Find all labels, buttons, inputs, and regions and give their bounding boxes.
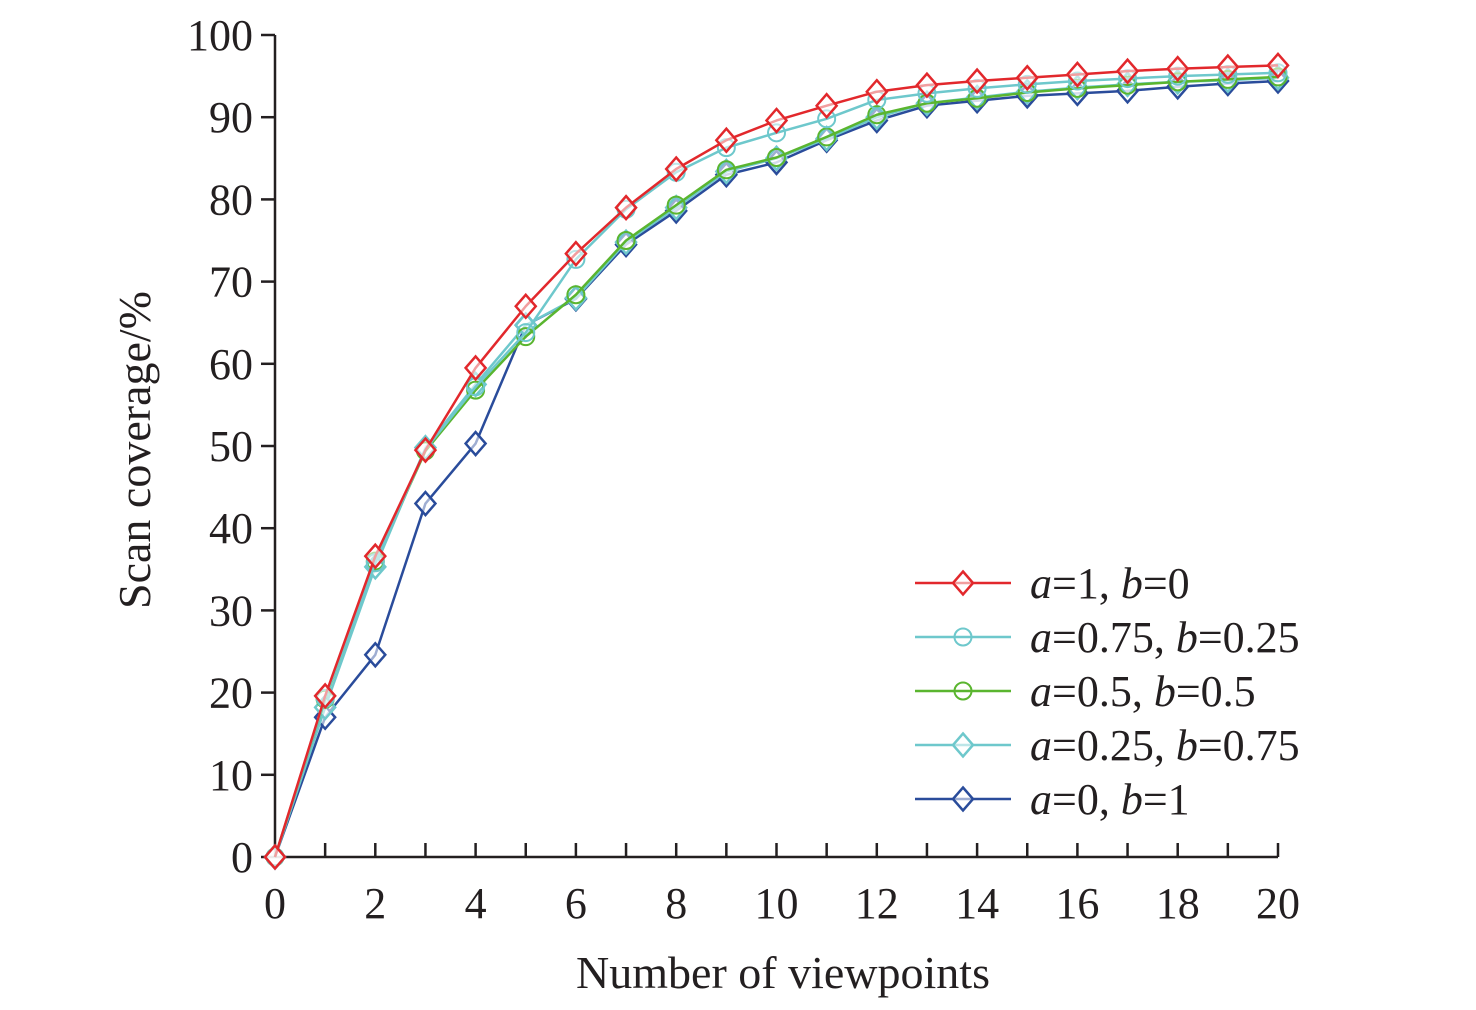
y-axis-title: Scan coverage/% <box>109 291 160 609</box>
y-tick-label: 60 <box>209 340 253 389</box>
legend-item: a=0.5, b=0.5 <box>915 667 1256 716</box>
data-point <box>616 231 636 250</box>
data-point <box>767 147 786 167</box>
legend-item: a=0, b=1 <box>915 775 1190 824</box>
y-tick-label: 30 <box>209 586 253 635</box>
data-point <box>965 67 989 95</box>
data-point <box>1166 55 1190 83</box>
x-tick-label: 16 <box>1055 879 1099 928</box>
legend-marker <box>951 731 975 759</box>
legend: a=1, b=0 a=0.75, b=0.25 a=0.5, b=0.5 a=0.25… <box>915 559 1300 824</box>
x-tick-label: 14 <box>955 879 999 928</box>
series-line <box>273 75 1279 858</box>
series-layer <box>263 52 1290 871</box>
data-point <box>714 126 739 154</box>
y-tick-label: 70 <box>209 258 253 307</box>
legend-marker <box>951 569 975 597</box>
data-point <box>463 354 488 382</box>
data-point <box>614 194 638 222</box>
x-tick-label: 20 <box>1256 879 1300 928</box>
legend-label: a=0.25, b=0.75 <box>1030 721 1300 770</box>
y-tick-label: 90 <box>209 93 253 142</box>
legend-label: a=0.75, b=0.25 <box>1030 613 1300 662</box>
data-point <box>313 682 337 710</box>
data-point <box>413 436 438 464</box>
x-tick-label: 6 <box>565 879 587 928</box>
data-point <box>764 107 789 134</box>
data-point <box>463 430 488 457</box>
legend-marker <box>953 681 973 701</box>
data-point <box>1065 61 1090 88</box>
x-axis-title: Number of viewpoints <box>576 947 990 998</box>
x-tick-label: 0 <box>264 879 286 928</box>
data-point <box>564 240 588 268</box>
data-point <box>566 285 586 305</box>
y-tick-label: 50 <box>209 422 253 471</box>
data-point <box>516 323 536 343</box>
legend-item: a=1, b=0 <box>915 559 1190 608</box>
legend-marker <box>953 627 973 647</box>
data-point <box>413 490 438 517</box>
data-point <box>716 160 736 180</box>
x-tick-label: 12 <box>855 879 899 928</box>
x-ticks: 0 2 4 6 8 10 12 14 16 18 20 <box>264 843 1300 928</box>
data-point <box>1216 53 1240 81</box>
data-point <box>363 542 387 570</box>
x-tick-label: 10 <box>755 879 799 928</box>
y-ticks: 0 10 20 30 40 50 60 70 80 90 100 <box>187 11 275 882</box>
data-point <box>363 641 387 669</box>
series-a-1-b-0 <box>263 52 1290 871</box>
x-tick-label: 4 <box>465 879 487 928</box>
y-tick-label: 80 <box>209 175 253 224</box>
data-point <box>817 127 837 147</box>
y-tick-label: 0 <box>231 833 253 882</box>
data-point <box>1115 57 1140 85</box>
data-point <box>867 105 887 125</box>
data-point <box>263 843 287 871</box>
legend-label: a=1, b=0 <box>1030 559 1190 608</box>
data-point <box>1266 52 1290 79</box>
legend-label: a=0.5, b=0.5 <box>1030 667 1256 716</box>
data-point <box>564 284 588 312</box>
data-point <box>915 71 939 99</box>
legend-label: a=0, b=1 <box>1030 775 1190 824</box>
y-tick-label: 10 <box>209 751 253 800</box>
data-point <box>664 155 688 183</box>
legend-item: a=0.75, b=0.25 <box>915 613 1300 662</box>
y-tick-label: 40 <box>209 504 253 553</box>
data-point <box>814 92 839 120</box>
x-tick-label: 18 <box>1156 879 1200 928</box>
legend-marker <box>951 785 975 813</box>
y-tick-label: 100 <box>187 11 253 60</box>
legend-item: a=0.25, b=0.75 <box>915 721 1300 770</box>
data-point <box>865 78 889 106</box>
x-tick-label: 8 <box>665 879 687 928</box>
data-point <box>1015 64 1039 92</box>
x-tick-label: 2 <box>364 879 386 928</box>
data-point <box>514 292 538 320</box>
y-tick-label: 20 <box>209 669 253 718</box>
data-point <box>666 195 686 215</box>
